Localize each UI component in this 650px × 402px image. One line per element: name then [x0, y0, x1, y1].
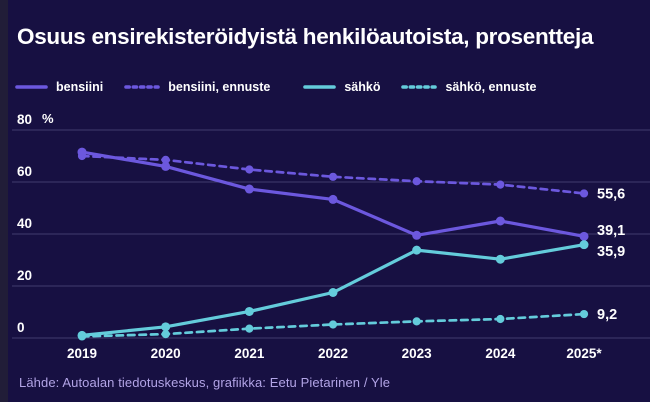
chart-legend: bensiini bensiini, ennuste sähkö sähkö, …: [15, 79, 557, 95]
data-point: [328, 172, 338, 181]
legend-label: bensiini, ennuste: [168, 80, 271, 94]
y-tick-label: 80: [17, 112, 32, 127]
data-point: [161, 330, 170, 339]
y-axis-unit-label: %: [42, 111, 54, 126]
x-axis-label: 2024: [485, 346, 516, 361]
y-tick-label: 60: [17, 164, 32, 179]
data-point: [412, 230, 422, 240]
x-axis-label: 2019: [67, 346, 97, 361]
data-point: [328, 288, 338, 297]
end-value-label: 9,2: [597, 307, 617, 323]
y-tick-label: 20: [17, 268, 32, 283]
data-point: [496, 180, 505, 189]
legend-item-sahko: sähkö: [303, 80, 380, 94]
legend-swatch-dashed-line: [401, 85, 438, 89]
end-value-label: 55,6: [597, 186, 625, 202]
y-tick-label: 0: [17, 320, 25, 335]
data-point: [412, 245, 422, 255]
series-line-solid: [80, 150, 586, 238]
data-point: [412, 177, 421, 186]
legend-label: sähkö, ennuste: [445, 80, 537, 94]
data-point: [328, 194, 338, 204]
data-point: [495, 216, 505, 226]
x-axis-label: 2025*: [566, 346, 602, 361]
data-point: [579, 189, 589, 198]
data-point: [244, 306, 254, 316]
data-point: [328, 320, 338, 329]
data-point: [245, 324, 254, 333]
x-axis-label: 2023: [402, 346, 433, 361]
data-point: [245, 165, 254, 174]
data-point: [244, 184, 254, 194]
chart-title: Osuus ensirekisteröidyistä henkilöautois…: [17, 24, 594, 49]
data-point: [579, 240, 589, 250]
y-tick-label: 40: [17, 216, 32, 231]
legend-swatch-solid-line: [15, 85, 48, 89]
source-text: Lähde: Autoalan tiedotuskeskus, grafiikk…: [19, 375, 391, 390]
legend-item-bensiini: bensiini: [15, 80, 103, 94]
data-point: [496, 314, 505, 324]
x-axis-label: 2022: [318, 346, 348, 361]
data-point: [161, 161, 171, 171]
data-point: [161, 322, 171, 332]
legend-item-sahko-ennuste: sähkö, ennuste: [401, 80, 536, 94]
legend-label: bensiini: [56, 80, 104, 94]
legend-swatch-solid-line: [303, 85, 337, 89]
data-point: [579, 231, 589, 241]
end-value-label: 39,1: [597, 223, 625, 239]
legend-item-bensiini-ennuste: bensiini, ennuste: [124, 80, 270, 94]
data-point: [161, 155, 170, 164]
data-point: [579, 309, 589, 319]
page-left-margin: [0, 0, 8, 402]
legend-label: sähkö: [344, 80, 381, 94]
legend-swatch-dashed-line: [124, 85, 161, 89]
data-point: [77, 147, 87, 157]
data-point: [77, 330, 87, 340]
data-point: [412, 317, 421, 326]
x-axis-label: 2020: [151, 346, 181, 361]
end-value-label: 35,9: [597, 244, 625, 260]
x-axis-label: 2021: [234, 346, 265, 361]
data-point: [495, 254, 505, 264]
